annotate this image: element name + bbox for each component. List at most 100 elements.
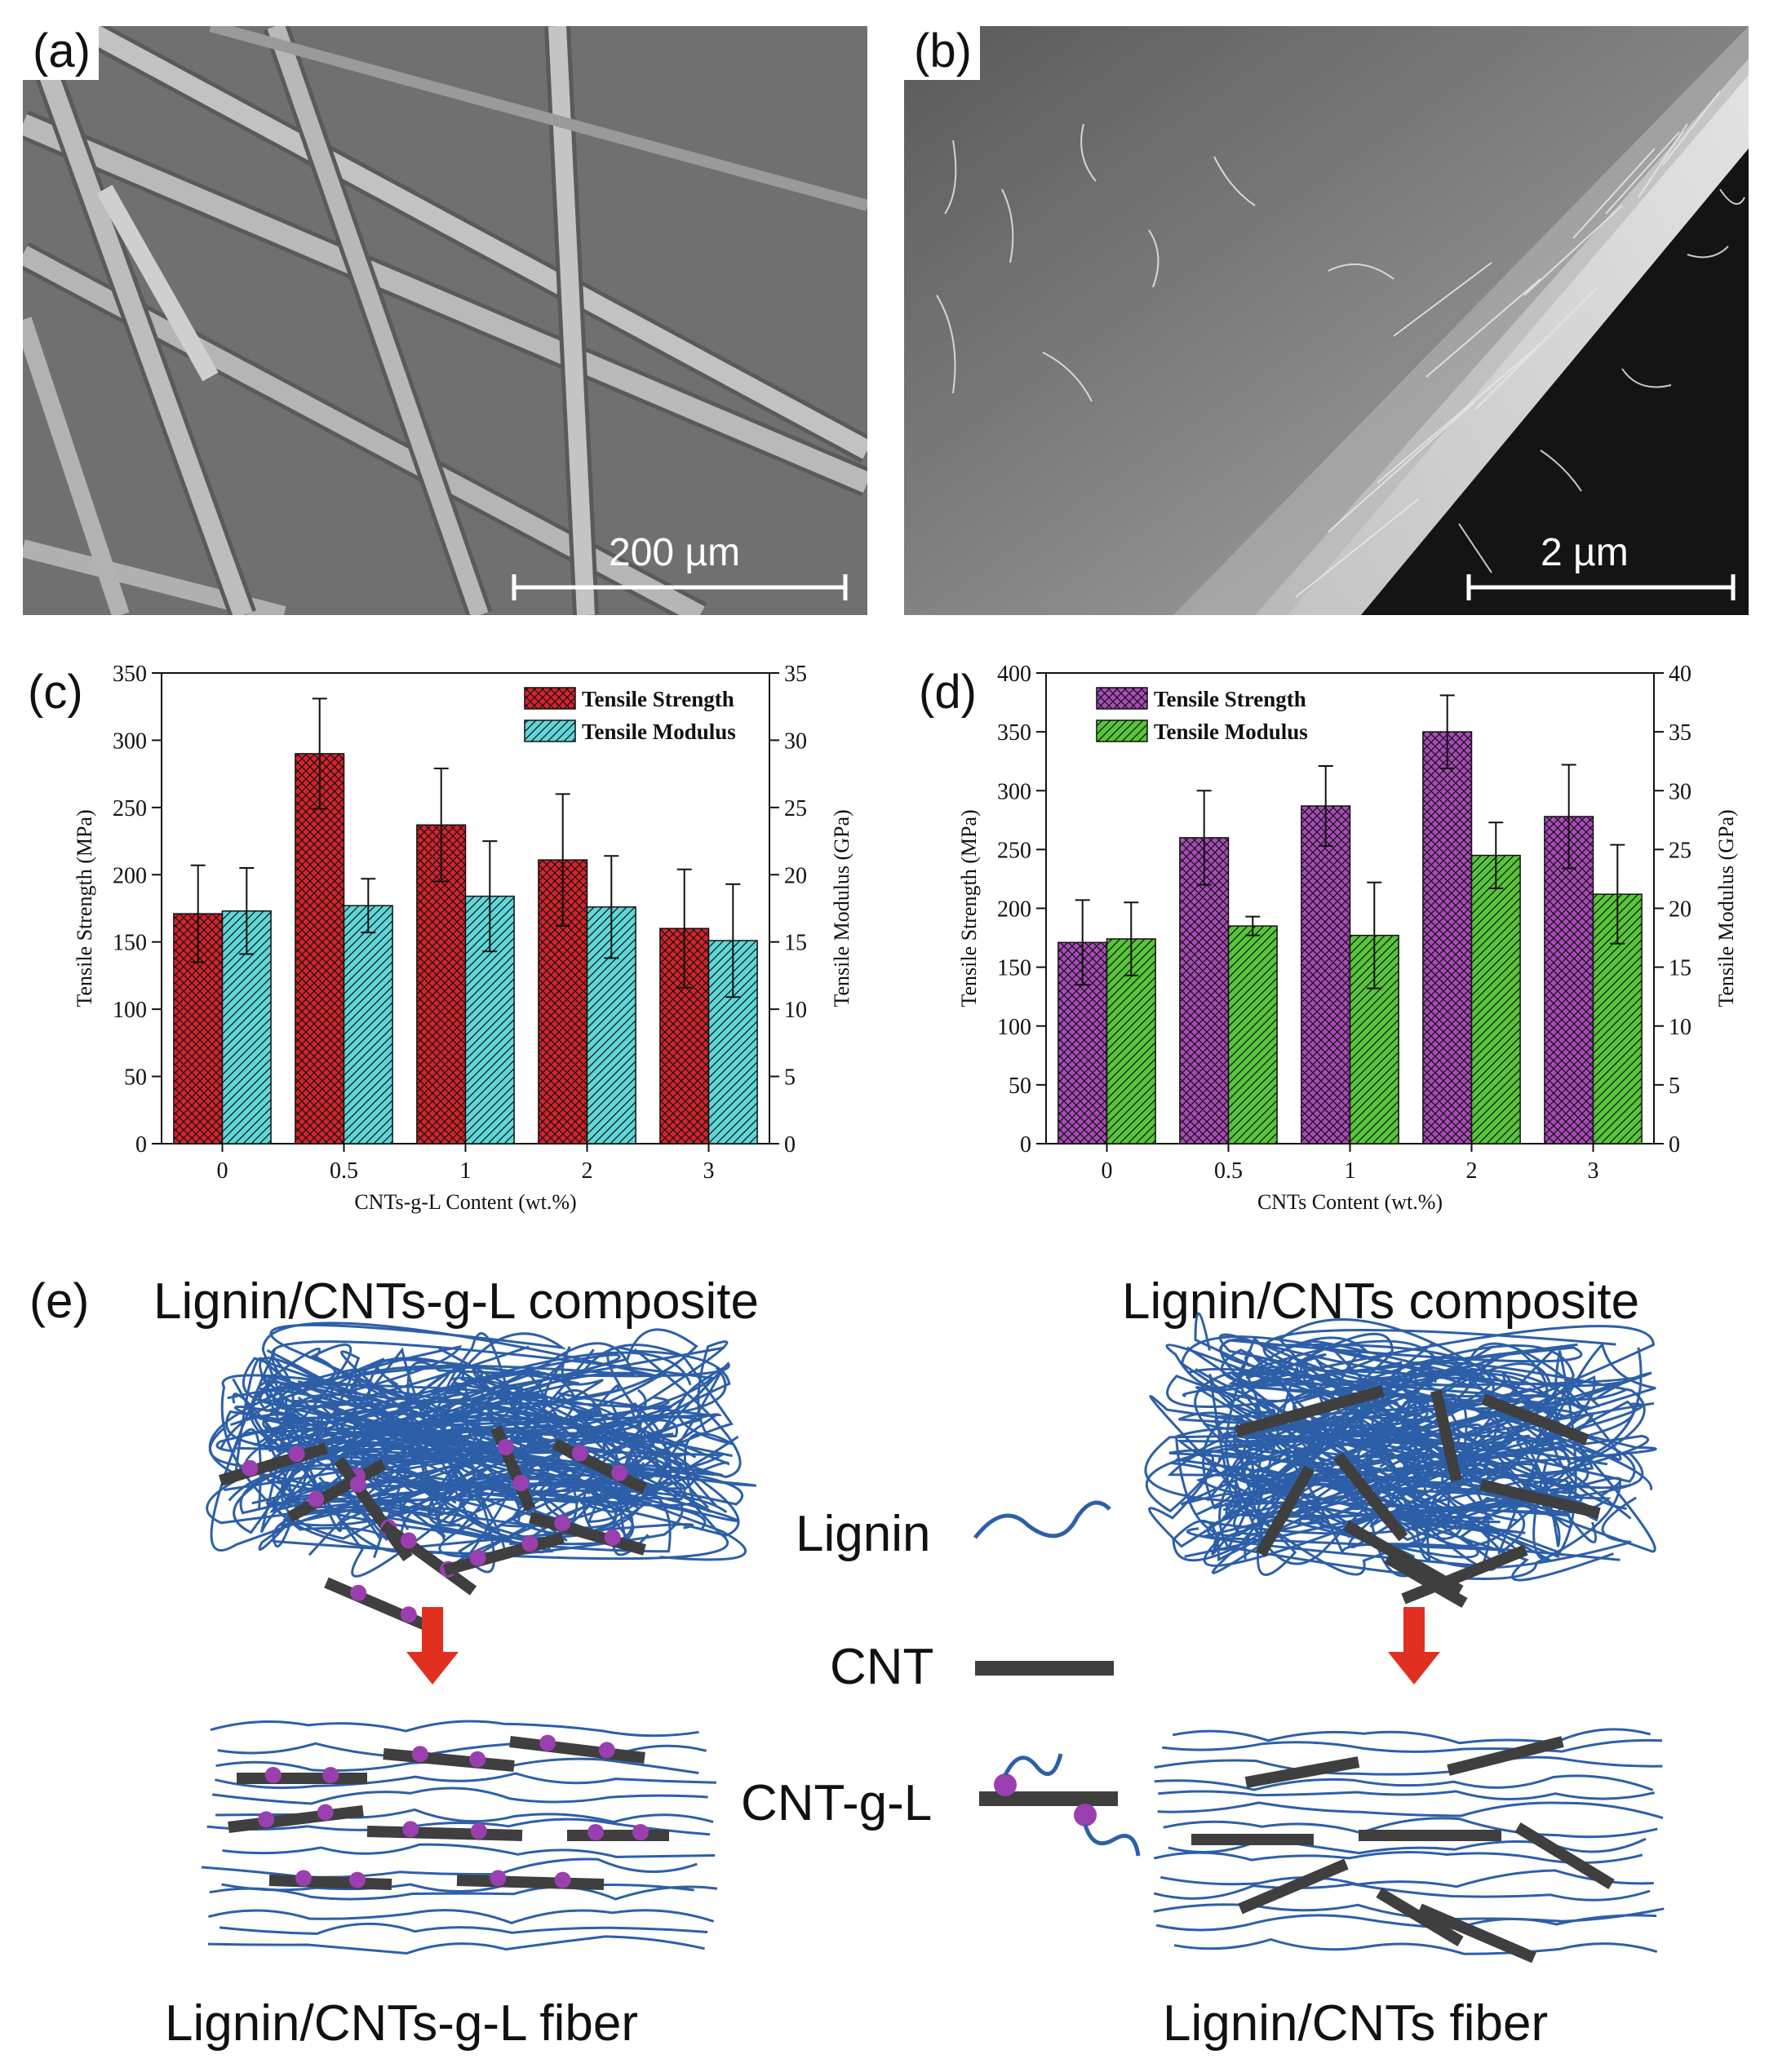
legend-graft-dot bbox=[1074, 1804, 1097, 1826]
y-tick-label: 250 bbox=[997, 838, 1031, 863]
cnt-rod bbox=[218, 1442, 329, 1486]
graft-dot bbox=[512, 1475, 530, 1491]
y-tick-label: 250 bbox=[113, 796, 147, 821]
bar-strength bbox=[1179, 837, 1230, 1144]
cnt-rod bbox=[268, 1875, 392, 1890]
graft-dot bbox=[539, 1734, 556, 1751]
graft-dot bbox=[598, 1742, 615, 1759]
graft-dot bbox=[490, 1870, 507, 1887]
y2-tick-label: 0 bbox=[1669, 1132, 1680, 1158]
sem-fibers-a bbox=[23, 26, 867, 615]
graft-dot bbox=[258, 1811, 275, 1828]
y2-tick-label: 5 bbox=[1669, 1074, 1680, 1099]
x-tick-label: 2 bbox=[582, 1158, 593, 1184]
bar-modulus bbox=[1470, 854, 1521, 1144]
cnt-rod bbox=[1417, 1903, 1536, 1964]
cnt-rod bbox=[552, 1438, 648, 1494]
cnt-rod bbox=[379, 1521, 477, 1596]
legend-cnt-label: CNT bbox=[830, 1639, 934, 1695]
x-tick-label: 0 bbox=[1102, 1158, 1113, 1184]
x-axis-label: CNTs Content (wt.%) bbox=[1257, 1190, 1443, 1214]
graft-dot bbox=[322, 1767, 339, 1783]
y-tick-label: 350 bbox=[113, 662, 147, 687]
y2-tick-label: 20 bbox=[1669, 897, 1691, 923]
chart-panel-d: (d) 0 50 100 150 200 250 300 350 400 0 5 10 15 20 25 30… bbox=[884, 644, 1769, 1232]
y-axis-label: Tensile Strength (MPa) bbox=[957, 809, 981, 1007]
x-axis-label: CNTs-g-L Content (wt.%) bbox=[354, 1190, 576, 1214]
y2-tick-label: 25 bbox=[1669, 838, 1691, 863]
graft-dot bbox=[469, 1549, 486, 1566]
bar-chart-d: 0501001502002503003504000510152025303540… bbox=[957, 662, 1738, 1214]
y2-tick-label: 10 bbox=[784, 998, 807, 1023]
legend-lignin-label: Lignin bbox=[796, 1506, 931, 1562]
cnt-rod bbox=[1384, 1552, 1468, 1609]
graft-dot bbox=[604, 1529, 621, 1546]
left-fiber-title: Lignin/CNTs-g-L fiber bbox=[165, 1995, 639, 2052]
graft-dot bbox=[469, 1751, 486, 1768]
graft-dot bbox=[295, 1870, 312, 1887]
bar-strength bbox=[1422, 731, 1473, 1144]
graft-dot bbox=[350, 1584, 367, 1601]
graft-dot bbox=[264, 1767, 282, 1783]
y-tick-label: 150 bbox=[113, 931, 147, 956]
cnt-rod bbox=[1376, 1887, 1464, 1947]
legend-lignin-glyph bbox=[973, 1500, 1111, 1539]
x-tick-label: 1 bbox=[1345, 1158, 1356, 1184]
legend-swatch bbox=[1096, 687, 1148, 710]
cnt-rod bbox=[1238, 1858, 1349, 1915]
cnt-rod bbox=[1514, 1822, 1615, 1889]
graft-dot bbox=[349, 1476, 366, 1493]
x-tick-label: 1 bbox=[460, 1158, 472, 1184]
cnt-rod bbox=[1481, 1393, 1589, 1446]
down-arrow-shaft bbox=[1403, 1607, 1425, 1652]
y-tick-label: 200 bbox=[997, 897, 1031, 923]
scale-bar-label-b: 2 µm bbox=[1541, 531, 1629, 574]
graft-dot bbox=[400, 1606, 417, 1623]
legend-swatch bbox=[1096, 719, 1148, 742]
panel-label-a: (a) bbox=[23, 26, 99, 80]
cnt-rod bbox=[1401, 1544, 1528, 1605]
cnt-rod bbox=[509, 1736, 645, 1764]
sem-image-a: (a) 200 µm bbox=[23, 26, 867, 615]
y-tick-label: 100 bbox=[113, 998, 147, 1023]
graft-dot bbox=[400, 1532, 417, 1549]
legend-cntgl-label: CNT-g-L bbox=[741, 1775, 933, 1831]
graft-dot bbox=[554, 1515, 571, 1532]
cnt-rod bbox=[286, 1459, 387, 1523]
graft-dot bbox=[571, 1445, 588, 1462]
legend-label: Tensile Strength bbox=[1154, 687, 1306, 711]
schematic-panel-e: (e) Lignin/CNTs-g-L composite Lignin/CNT… bbox=[0, 1256, 1769, 2072]
cnt-rod bbox=[456, 1875, 605, 1890]
sem-nanotubes-b bbox=[904, 26, 1749, 615]
bar-strength bbox=[295, 753, 345, 1144]
left-composite-title: Lignin/CNTs-g-L composite bbox=[153, 1273, 760, 1330]
y2-tick-label: 15 bbox=[784, 931, 807, 956]
graft-dot bbox=[349, 1871, 366, 1888]
graft-dot bbox=[411, 1746, 428, 1763]
y-tick-label: 200 bbox=[113, 863, 147, 888]
panel-label-b: (b) bbox=[904, 26, 980, 80]
bar-modulus bbox=[1227, 925, 1278, 1144]
graft-dot bbox=[632, 1824, 649, 1840]
cnt-rod bbox=[1333, 1452, 1408, 1542]
y-tick-label: 350 bbox=[997, 720, 1031, 746]
graft-dot bbox=[402, 1821, 419, 1838]
cnt-rod bbox=[1255, 1465, 1315, 1557]
schematic-drawing bbox=[201, 1312, 1665, 1964]
bar-strength bbox=[1301, 805, 1351, 1144]
graft-dot bbox=[470, 1822, 487, 1840]
cnt-rod bbox=[443, 1532, 565, 1576]
y2-tick-label: 30 bbox=[1669, 779, 1691, 804]
y-tick-label: 100 bbox=[997, 1015, 1031, 1040]
y2-axis-label: Tensile Modulus (GPa) bbox=[830, 809, 853, 1007]
down-arrow-shaft bbox=[422, 1607, 443, 1652]
y-tick-label: 0 bbox=[1020, 1132, 1031, 1158]
y2-tick-label: 15 bbox=[1669, 956, 1691, 981]
legend-graft-dot bbox=[994, 1773, 1017, 1796]
cnt-rod bbox=[228, 1805, 364, 1833]
y2-tick-label: 40 bbox=[1669, 662, 1691, 687]
cnt-rod bbox=[366, 1826, 523, 1841]
y2-tick-label: 35 bbox=[1669, 720, 1691, 746]
y2-tick-label: 35 bbox=[784, 662, 807, 687]
y-axis-label: Tensile Strength (MPa) bbox=[73, 809, 96, 1007]
